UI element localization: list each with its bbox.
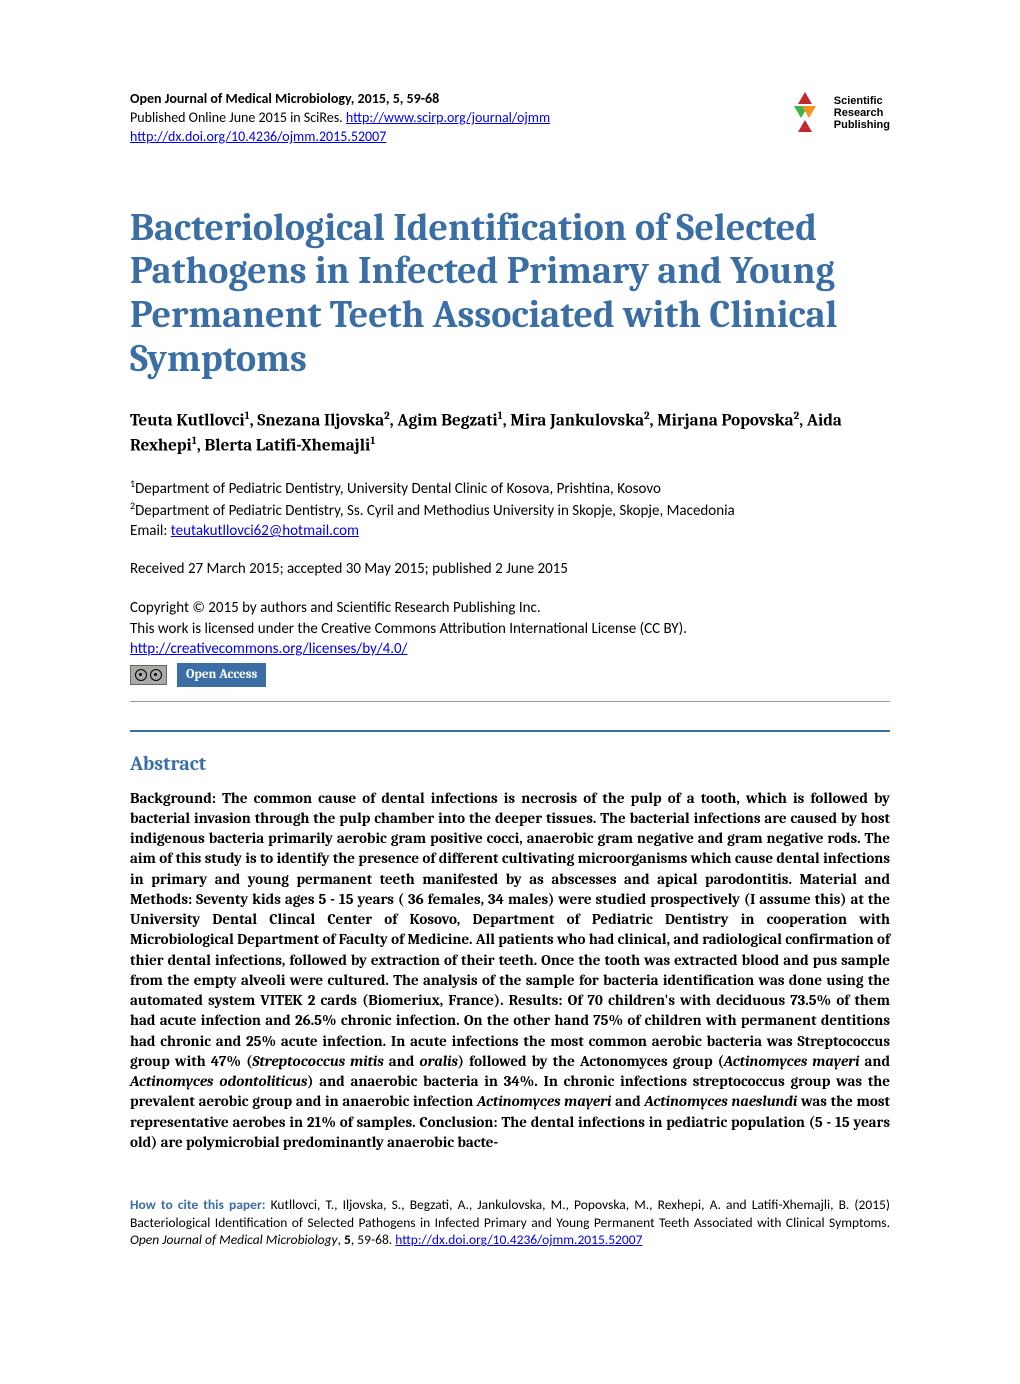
license-block: Copyright © 2015 by authors and Scientif… <box>130 598 890 686</box>
open-access-badge: Open Access <box>177 663 266 687</box>
srp-logo-icon <box>782 90 828 136</box>
article-dates: Received 27 March 2015; accepted 30 May … <box>130 559 890 580</box>
license-url-line: http://creativecommons.org/licenses/by/4… <box>130 639 890 659</box>
article-title: Bacteriological Identification of Select… <box>130 207 890 382</box>
publisher-logo: Scientific Research Publishing <box>782 90 890 136</box>
affiliation-2: 2Department of Pediatric Dentistry, Ss. … <box>130 499 890 521</box>
copyright-line: Copyright © 2015 by authors and Scientif… <box>130 598 890 618</box>
citation-lead: How to cite this paper: <box>130 1196 265 1213</box>
citation-footer: How to cite this paper: Kutllovci, T., I… <box>130 1196 890 1249</box>
journal-meta: Open Journal of Medical Microbiology, 20… <box>130 90 550 147</box>
cc-by-badge-icon <box>130 665 167 685</box>
abstract-body: Background: The common cause of dental i… <box>130 788 890 1153</box>
divider-gray <box>130 701 890 702</box>
doi-link[interactable]: http://dx.doi.org/10.4236/ojmm.2015.5200… <box>130 128 386 145</box>
citation-doi-link[interactable]: http://dx.doi.org/10.4236/ojmm.2015.5200… <box>395 1231 642 1248</box>
license-badges: Open Access <box>130 663 890 687</box>
author-list: Teuta Kutllovci1, Snezana Iljovska2, Agi… <box>130 409 890 458</box>
divider-blue <box>130 730 890 732</box>
abstract-heading: Abstract <box>130 750 890 778</box>
page-header: Open Journal of Medical Microbiology, 20… <box>130 90 890 147</box>
email-label: Email: <box>130 522 171 540</box>
doi-line: http://dx.doi.org/10.4236/ojmm.2015.5200… <box>130 128 550 147</box>
published-line: Published Online June 2015 in SciRes. ht… <box>130 109 550 128</box>
publisher-logo-text: Scientific Research Publishing <box>834 95 890 131</box>
affiliations: 1Department of Pediatric Dentistry, Univ… <box>130 477 890 542</box>
logo-line1: Scientific <box>834 95 890 107</box>
affiliation-1: 1Department of Pediatric Dentistry, Univ… <box>130 477 890 499</box>
published-prefix: Published Online June 2015 in SciRes. <box>130 109 346 126</box>
email-line: Email: teutakutllovci62@hotmail.com <box>130 521 890 541</box>
cc-license-link[interactable]: http://creativecommons.org/licenses/by/4… <box>130 640 407 658</box>
author-email-link[interactable]: teutakutllovci62@hotmail.com <box>171 522 359 540</box>
logo-line2: Research <box>834 107 890 119</box>
license-line: This work is licensed under the Creative… <box>130 619 890 639</box>
journal-url-link[interactable]: http://www.scirp.org/journal/ojmm <box>346 109 550 126</box>
logo-line3: Publishing <box>834 119 890 131</box>
journal-citation: Open Journal of Medical Microbiology, 20… <box>130 90 550 109</box>
